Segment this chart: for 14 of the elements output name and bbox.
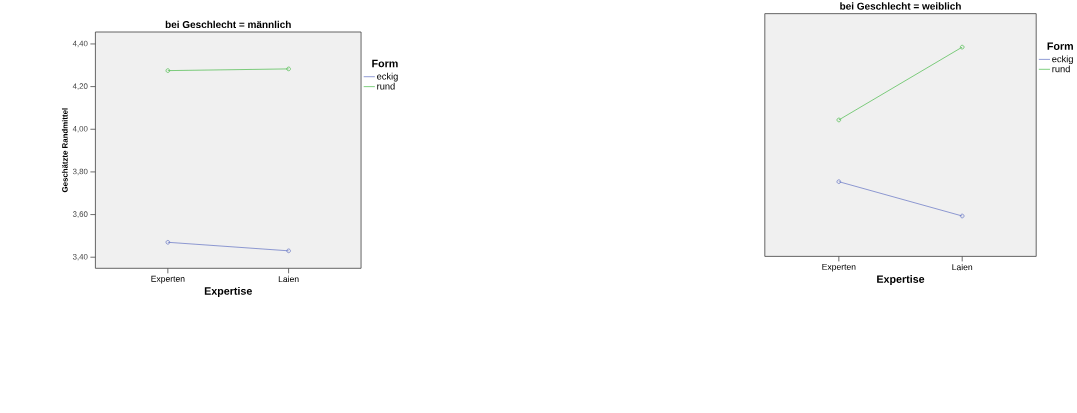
- x-tick-label: Laien: [278, 275, 299, 282]
- x-axis-title: Expertise: [204, 286, 252, 297]
- legend-label: rund: [377, 82, 395, 90]
- legend-title: Form: [372, 59, 398, 68]
- legend-title: Form: [1047, 42, 1073, 50]
- x-tick-label: Experten: [151, 275, 185, 284]
- legend-label: rund: [1052, 65, 1070, 73]
- legend-label: eckig: [1052, 55, 1073, 64]
- x-tick-label: Laien: [952, 263, 973, 271]
- legend-label: eckig: [377, 72, 398, 82]
- x-tick-label: Experten: [822, 263, 856, 272]
- chart-title: bei Geschlecht = weiblich: [840, 2, 961, 10]
- chart-title: bei Geschlecht = männlich: [165, 20, 291, 28]
- x-axis-title: Expertise: [877, 274, 925, 285]
